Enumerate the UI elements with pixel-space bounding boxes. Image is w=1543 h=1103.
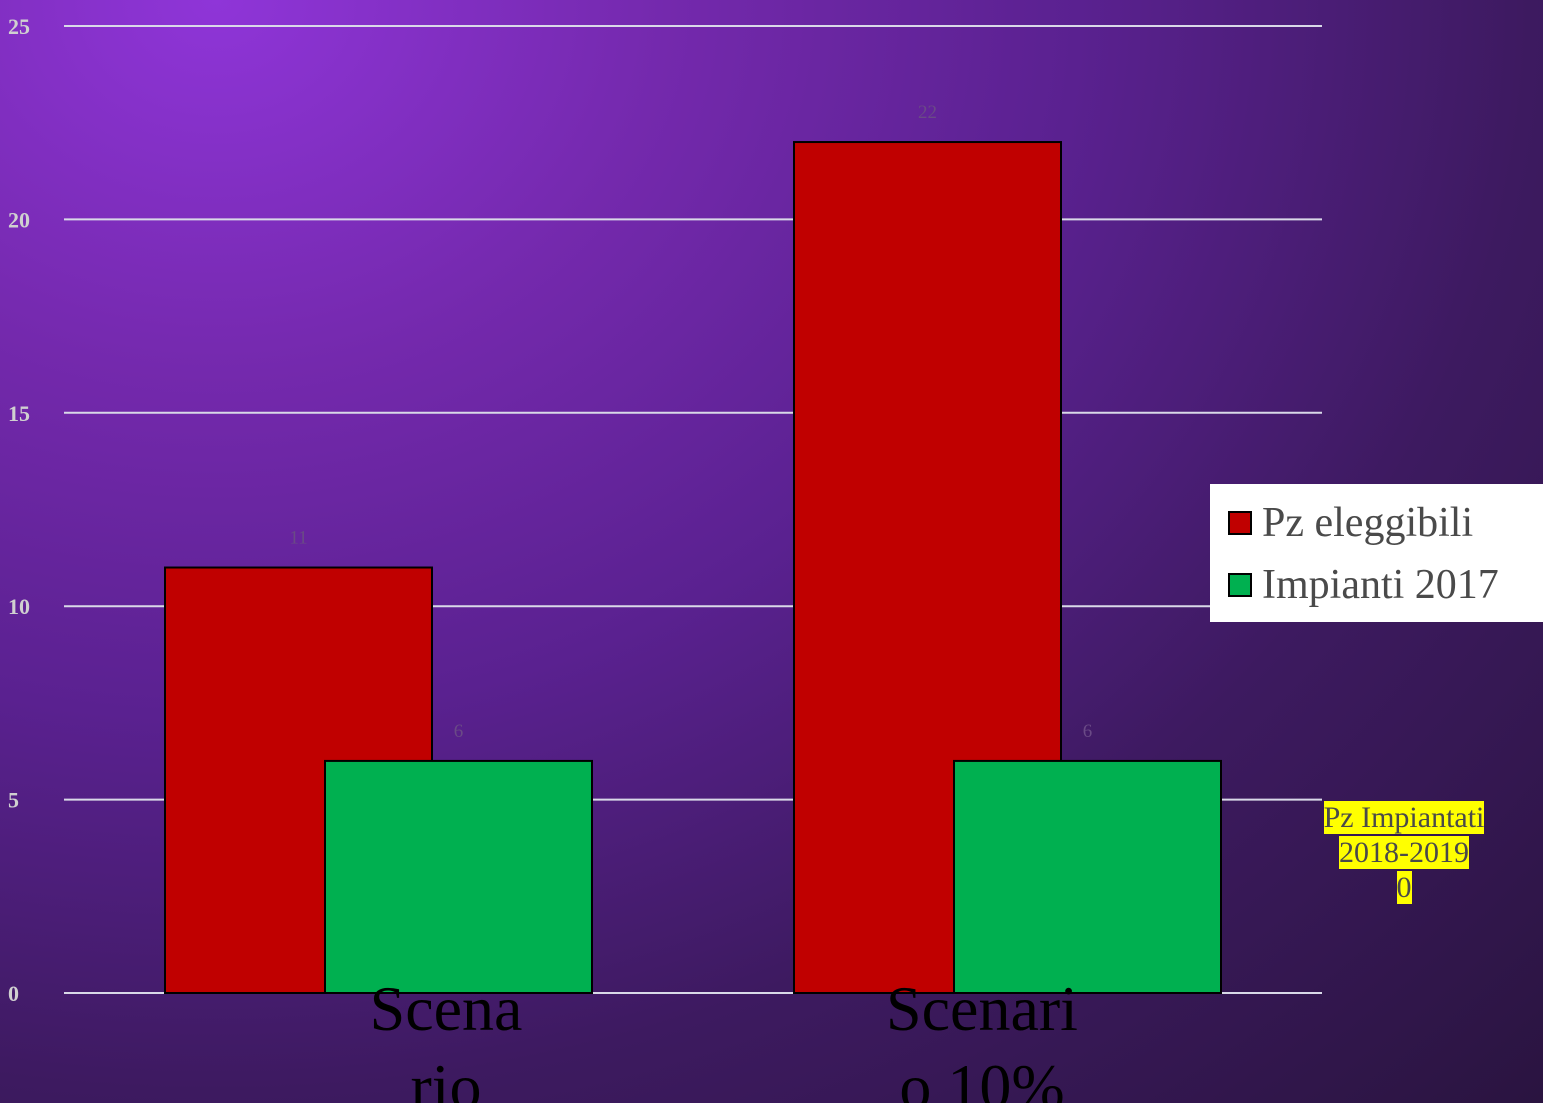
data-label: 22 (918, 102, 937, 123)
legend-swatch-green (1228, 573, 1252, 597)
category-labels: Scena rio Scenari o 10% (370, 973, 1078, 1103)
note-line-2: 2018-2019 (1339, 836, 1469, 869)
note-line-1: Pz Impiantati (1323, 801, 1485, 834)
y-tick-label: 20 (8, 207, 30, 232)
y-tick-label: 15 (8, 401, 30, 426)
bar-impianti-2017-1 (324, 759, 593, 994)
data-label: 6 (1083, 721, 1093, 742)
y-tick-label: 10 (8, 594, 30, 619)
category-label: o 10% (899, 1051, 1064, 1103)
note-line-3: 0 (1396, 871, 1412, 904)
legend-label: Pz eleggibili (1262, 500, 1474, 546)
bar-impianti-2017-2 (953, 759, 1222, 994)
implant-note: Pz Impiantati 2018-2019 0 (1296, 800, 1512, 905)
category-label: Scenari (886, 973, 1078, 1044)
bars (164, 141, 1222, 995)
data-label: 11 (289, 528, 307, 549)
y-axis-tick-labels: 0 5 10 15 20 25 (8, 14, 30, 1006)
data-labels: 11 6 22 6 (289, 102, 1092, 742)
y-tick-label: 5 (8, 788, 19, 813)
y-tick-label: 25 (8, 14, 30, 39)
y-tick-label: 0 (8, 981, 19, 1006)
legend: Pz eleggibili Impianti 2017 (1210, 484, 1543, 622)
legend-item-pz-eleggibili: Pz eleggibili (1228, 492, 1543, 554)
category-label: Scena (370, 973, 523, 1044)
legend-label: Impianti 2017 (1262, 562, 1499, 608)
data-label: 6 (454, 721, 464, 742)
legend-item-impianti-2017: Impianti 2017 (1228, 554, 1543, 616)
category-label: rio (410, 1051, 481, 1103)
legend-swatch-red (1228, 511, 1252, 535)
